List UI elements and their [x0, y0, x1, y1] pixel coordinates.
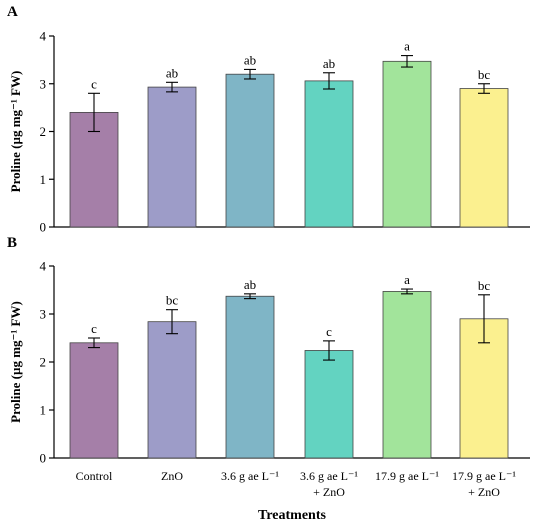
bar-3 [225, 73, 275, 228]
y-tick-label: 1 [40, 403, 47, 418]
bar-2 [147, 86, 197, 228]
y-tick-label: 0 [40, 451, 47, 466]
y-tick-label: 3 [40, 307, 47, 322]
error-bar [88, 92, 100, 133]
x-tick-label: 3.6 g ae L⁻¹ [300, 469, 358, 483]
significance-letter: c [326, 324, 332, 339]
bar-3 [225, 295, 275, 459]
error-bar [166, 81, 178, 93]
significance-letter: ab [323, 56, 335, 71]
significance-letter: bc [478, 278, 491, 293]
panel-a: A 0 1 2 3 4 Proline (µg mg⁻¹ FW) c ab ab ab a bc [7, 4, 530, 235]
x-axis-tick-labels: Control ZnO 3.6 g ae L⁻¹ 3.6 g ae L⁻¹ + ZnO 1… [76, 469, 517, 499]
error-bar [166, 309, 178, 335]
significance-letter: ab [244, 277, 256, 292]
error-bar [244, 68, 256, 80]
significance-letter: c [91, 76, 97, 91]
y-tick-label: 1 [40, 172, 47, 187]
error-bar [401, 55, 413, 68]
bar-2 [147, 321, 197, 459]
significance-letter: ab [244, 52, 256, 67]
y-tick-label: 4 [40, 259, 47, 274]
panel-label: B [7, 235, 17, 251]
x-axis-title: Treatments [258, 508, 326, 523]
y-axis-title: Proline (µg mg⁻¹ FW) [8, 301, 23, 423]
x-tick-label: 17.9 g ae L⁻¹ [452, 469, 516, 483]
x-tick-label-line2: + ZnO [468, 485, 500, 499]
error-bar [88, 337, 100, 349]
y-tick-label: 2 [40, 124, 47, 139]
y-axis-title: Proline (µg mg⁻¹ FW) [8, 71, 23, 193]
y-tick-label: 2 [40, 355, 47, 370]
bar-5 [382, 291, 432, 459]
panel-label: A [7, 4, 18, 20]
error-bar [323, 340, 335, 361]
significance-letter: bc [166, 293, 179, 308]
bar-5 [382, 60, 432, 228]
bar-6 [459, 88, 509, 228]
x-tick-label-line2: + ZnO [313, 485, 345, 499]
bar-1 [69, 342, 119, 459]
y-tick-label: 4 [40, 29, 47, 44]
x-tick-label: ZnO [161, 469, 183, 483]
y-tick-label: 3 [40, 76, 47, 91]
bar-4 [304, 350, 354, 459]
y-tick-label: 0 [40, 220, 47, 235]
bar-4 [304, 80, 354, 228]
significance-letter: ab [166, 65, 178, 80]
error-bar [401, 288, 413, 295]
x-tick-label: Control [76, 469, 113, 483]
error-bar [244, 293, 256, 300]
significance-letter: c [91, 321, 97, 336]
error-bar [323, 72, 335, 90]
significance-letter: bc [478, 67, 491, 82]
x-tick-label: 3.6 g ae L⁻¹ [221, 469, 279, 483]
x-tick-label: 17.9 g ae L⁻¹ [375, 469, 439, 483]
significance-letter: a [404, 39, 410, 54]
error-bar [478, 83, 490, 94]
error-bar [478, 294, 490, 344]
significance-letter: a [404, 272, 410, 287]
